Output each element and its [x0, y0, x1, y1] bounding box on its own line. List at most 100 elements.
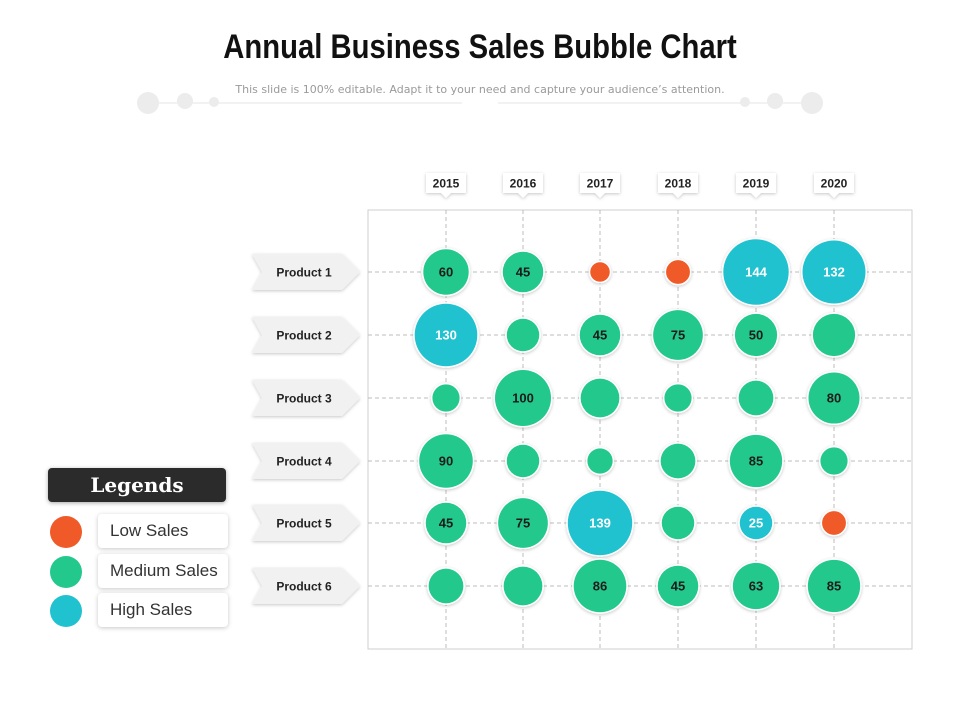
x-tick-callout — [503, 173, 543, 198]
bubble-point — [579, 377, 621, 419]
bubble-point — [662, 382, 694, 414]
y-tick-label: Product 4 — [276, 455, 332, 469]
bubble — [587, 448, 613, 474]
bubble — [660, 443, 696, 479]
bubble — [423, 249, 469, 295]
bubble-data-label: 75 — [516, 516, 530, 531]
x-tick-tag: 2020 — [814, 173, 854, 198]
bubble — [425, 502, 467, 544]
bubble-point: 85 — [728, 433, 784, 489]
y-tick-label: Product 2 — [276, 329, 332, 343]
y-tick-tag: Product 2 — [252, 317, 360, 353]
x-tick-callout — [736, 173, 776, 198]
bubble-point: 144 — [721, 237, 791, 307]
bubble — [503, 566, 543, 606]
decoration-dot — [177, 93, 193, 109]
bubble-point: 130 — [413, 302, 479, 368]
bubble-point: 75 — [496, 496, 550, 550]
bubble-data-label: 45 — [439, 516, 453, 531]
bubble — [734, 313, 778, 357]
bubble-point — [818, 445, 850, 477]
y-tick-tag: Product 4 — [252, 443, 360, 479]
bubble-data-label: 86 — [593, 579, 607, 594]
bubble-point: 60 — [421, 247, 471, 297]
bubble — [419, 434, 473, 488]
legend-medium-sales-swatch — [50, 556, 82, 588]
bubble-point — [588, 260, 612, 284]
bubble-data-label: 45 — [671, 579, 685, 594]
bubble-point — [660, 505, 696, 541]
bubble-data-label: 45 — [593, 328, 607, 343]
bubble — [664, 384, 692, 412]
bubble-point — [505, 443, 541, 479]
bubble-series: 60 45 144 132 130 45 75 50 100 80 90 85 45 75 139 25 86 4… — [413, 237, 867, 614]
decoration-dot — [767, 93, 783, 109]
bubble — [580, 378, 620, 418]
bubble-point: 90 — [417, 432, 475, 490]
x-tick-tag: 2015 — [426, 173, 466, 198]
y-tick-arrow — [252, 254, 360, 290]
bubble — [732, 562, 780, 610]
bubble — [729, 434, 783, 488]
bubble — [657, 565, 699, 607]
bubble — [739, 506, 773, 540]
bubble-data-label: 50 — [749, 328, 763, 343]
legend-high-sales-swatch — [50, 595, 82, 627]
x-tick-callout — [426, 173, 466, 198]
bubble-data-label: 130 — [435, 328, 457, 343]
decoration-dot — [137, 92, 159, 114]
bubble-point — [820, 509, 848, 537]
bubble — [808, 372, 860, 424]
bubble — [822, 511, 846, 535]
x-tick-label: 2019 — [743, 177, 770, 191]
x-tick-tag: 2018 — [658, 173, 698, 198]
bubble-data-label: 85 — [749, 454, 763, 469]
bubble — [590, 262, 610, 282]
bubble-data-label: 100 — [512, 391, 534, 406]
x-tick-label: 2020 — [821, 177, 848, 191]
bubble — [414, 303, 478, 367]
bubble — [820, 447, 848, 475]
x-tick-tag: 2017 — [580, 173, 620, 198]
bubble-data-label: 80 — [827, 391, 841, 406]
x-tick-callout — [658, 173, 698, 198]
bubble — [661, 506, 695, 540]
bubble — [573, 559, 627, 613]
y-tick-label: Product 5 — [276, 517, 332, 531]
y-tick-label: Product 6 — [276, 580, 332, 594]
bubble — [506, 444, 540, 478]
bubble-point: 80 — [806, 370, 862, 426]
bubble-data-label: 139 — [589, 516, 611, 531]
y-axis-labels: Product 1 Product 2 Product 3 Product 4 Prod… — [252, 254, 360, 604]
y-tick-arrow — [252, 317, 360, 353]
bubble-point: 86 — [572, 558, 628, 614]
bubble — [567, 490, 633, 556]
bubble — [738, 380, 774, 416]
y-tick-arrow — [252, 443, 360, 479]
bubble-data-label: 60 — [439, 265, 453, 280]
bubble-point — [430, 382, 462, 414]
bubble-point — [585, 446, 615, 476]
x-tick-tag: 2016 — [503, 173, 543, 198]
y-tick-label: Product 3 — [276, 392, 332, 406]
page-title: Annual Business Sales Bubble Chart — [223, 28, 737, 66]
bubble-data-label: 25 — [749, 516, 763, 531]
bubble-point: 75 — [651, 308, 705, 362]
y-tick-tag: Product 6 — [252, 568, 360, 604]
y-tick-tag: Product 3 — [252, 380, 360, 416]
bubble-point: 45 — [578, 313, 622, 357]
bubble — [498, 498, 548, 548]
bubble — [723, 239, 789, 305]
bubble-point: 85 — [806, 558, 862, 614]
decoration-dot — [801, 92, 823, 114]
bubble-point: 45 — [656, 564, 700, 608]
bubble — [506, 318, 540, 352]
legend-high-sales-label: High Sales — [98, 593, 228, 627]
y-tick-arrow — [252, 568, 360, 604]
bubble-point — [505, 317, 541, 353]
y-tick-tag: Product 5 — [252, 505, 360, 541]
x-tick-label: 2015 — [433, 177, 460, 191]
bubble-point — [811, 312, 857, 358]
